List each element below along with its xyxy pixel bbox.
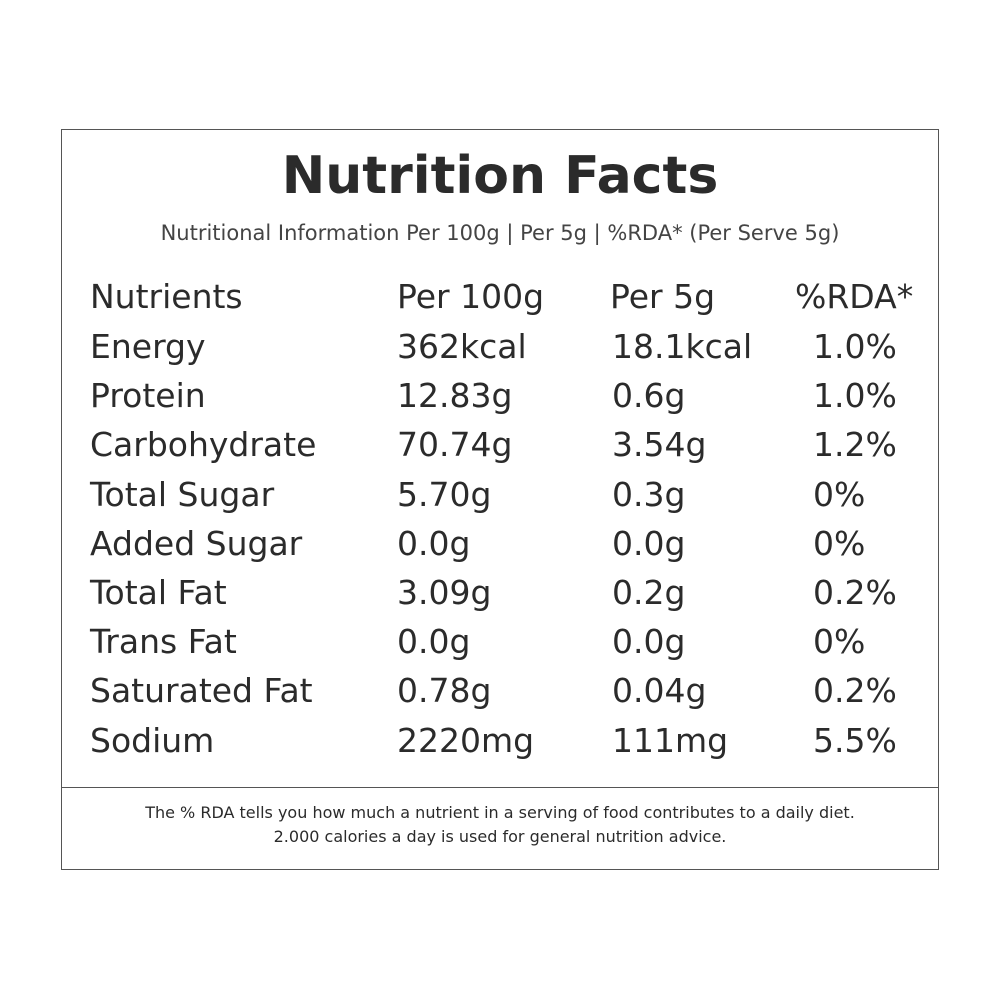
- nutrient-value: 5.70g: [397, 474, 492, 514]
- nutrient-value: 111mg: [612, 720, 729, 760]
- nutrient-value: 0%: [813, 622, 866, 662]
- nutrient-name: Total Fat: [90, 573, 227, 612]
- nutrient-name: Protein: [90, 376, 206, 416]
- nutrient-name: Saturated Fat: [90, 671, 313, 711]
- nutrient-value: 0.3g: [612, 474, 686, 514]
- nutrient-value: 0.0g: [612, 523, 686, 563]
- nutrient-value: 5.5%: [813, 720, 897, 760]
- nutrient-name: Trans Fat: [90, 622, 237, 662]
- nutrient-name: Carbohydrate: [90, 425, 317, 465]
- column-header: Per 5g: [610, 277, 716, 316]
- nutrient-value: 0.0g: [612, 622, 686, 662]
- nutrient-value: 0.04g: [612, 671, 707, 711]
- footnote-line: The % RDA tells you how much a nutrient …: [145, 803, 855, 822]
- column-header: %RDA*: [795, 277, 914, 316]
- nutrient-value: 3.54g: [612, 425, 707, 465]
- nutrient-value: 0%: [813, 474, 866, 514]
- footnote-line: 2.000 calories a day is used for general…: [273, 827, 727, 846]
- nutrient-value: 0%: [813, 523, 866, 563]
- title: Nutrition Facts: [281, 146, 719, 206]
- nutrient-name: Total Sugar: [90, 474, 275, 514]
- nutrient-value: 18.1kcal: [612, 327, 753, 366]
- panel-border: [61, 129, 939, 870]
- nutrient-value: 0.6g: [612, 376, 686, 416]
- nutrient-name: Added Sugar: [90, 523, 303, 563]
- column-header: Nutrients: [90, 277, 243, 316]
- subtitle: Nutritional Information Per 100g | Per 5…: [160, 221, 840, 245]
- nutrient-name: Energy: [90, 327, 206, 366]
- nutrient-value: 362kcal: [397, 327, 527, 366]
- nutrient-value: 12.83g: [397, 376, 513, 416]
- nutrient-value: 2220mg: [397, 720, 535, 760]
- nutrient-value: 0.0g: [397, 523, 471, 563]
- nutrient-value: 0.2%: [813, 573, 897, 612]
- nutrient-name: Sodium: [90, 720, 215, 760]
- nutrient-value: 70.74g: [397, 425, 513, 465]
- nutrient-value: 3.09g: [397, 573, 492, 612]
- nutrient-value: 1.0%: [813, 376, 897, 416]
- nutrient-value: 0.78g: [397, 671, 492, 711]
- nutrient-value: 0.2%: [813, 671, 897, 711]
- nutrient-value: 0.2g: [612, 573, 686, 612]
- nutrient-value: 1.0%: [813, 327, 897, 366]
- nutrient-value: 0.0g: [397, 622, 471, 662]
- nutrient-value: 1.2%: [813, 425, 897, 465]
- divider: [61, 787, 939, 788]
- column-header: Per 100g: [397, 277, 545, 316]
